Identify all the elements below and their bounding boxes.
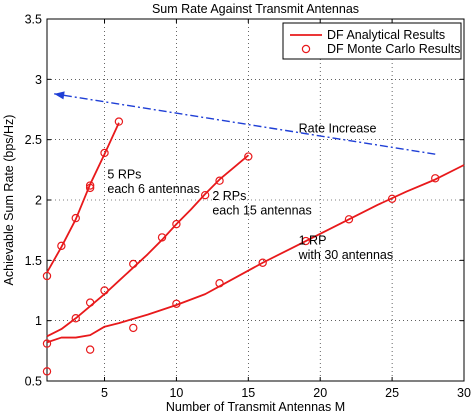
grid [47, 19, 464, 381]
chart-title: Sum Rate Against Transmit Antennas [152, 2, 359, 16]
monte-carlo-point-2-1 [85, 345, 95, 354]
annotation-4: 1 RP [299, 234, 327, 248]
x-axis-title: Number of Transmit Antennas M [166, 400, 345, 413]
analytical-line-0 [46, 122, 120, 273]
x-tick-label-0: 5 [101, 386, 108, 400]
x-tick-label-4: 25 [385, 386, 399, 400]
monte-carlo-point-0-3 [85, 183, 95, 193]
analytical-line-1 [46, 154, 249, 338]
monte-carlo-point-1-4 [129, 259, 138, 269]
x-tick-label-5: 30 [457, 386, 471, 400]
monte-carlo-point-1-8 [215, 176, 224, 185]
annotation-3: each 15 antennas [212, 203, 311, 217]
monte-carlo-point-0-1 [57, 241, 66, 251]
monte-carlo-point-0-2 [71, 213, 80, 223]
monte-carlo-point-2-7 [344, 215, 354, 224]
rate-increase-arrow-shaft [54, 93, 436, 155]
annotation-1: each 6 antennas [107, 182, 199, 196]
axis-ticks: 5 10 15 20 25 30 0.5 1 1.5 2 2.5 3 3.5 [25, 13, 471, 401]
monte-carlo-point-2-2 [129, 323, 138, 333]
x-tick-label-1: 10 [169, 386, 183, 400]
monte-carlo-point-0-0 [42, 271, 52, 281]
monte-carlo-point-1-7 [200, 190, 210, 200]
legend-entry-monte-carlo: DF Monte Carlo Results [327, 42, 460, 56]
y-tick-label-5: 3 [35, 73, 42, 87]
y-tick-label-1: 1 [35, 314, 42, 328]
annotation-5: with 30 antennas [298, 248, 394, 262]
y-tick-label-2: 1.5 [25, 254, 42, 268]
monte-carlo-point-1-1 [71, 314, 80, 323]
y-tick-label-4: 2.5 [25, 133, 42, 147]
monte-carlo-point-2-4 [215, 279, 224, 288]
rate-increase-arrow-head [54, 91, 65, 100]
monte-carlo-point-0-6 [114, 117, 124, 126]
monte-carlo-point-1-6 [172, 219, 181, 229]
legend: DF Analytical Results DF Monte Carlo Res… [282, 22, 462, 60]
series [42, 117, 465, 376]
legend-box [282, 22, 462, 60]
monte-carlo-point-1-2 [85, 298, 95, 307]
monte-carlo-point-0-4 [85, 181, 95, 190]
monte-carlo-point-1-9 [244, 152, 253, 161]
y-tick-label-6: 3.5 [25, 13, 42, 27]
monte-carlo-point-2-3 [172, 299, 181, 308]
x-tick-label-3: 20 [313, 386, 327, 400]
y-tick-label-0: 0.5 [25, 375, 42, 389]
legend-entry-analytical: DF Analytical Results [327, 28, 445, 42]
monte-carlo-point-2-9 [431, 174, 440, 183]
monte-carlo-point-2-5 [258, 258, 267, 267]
monte-carlo-point-2-6 [301, 236, 311, 246]
annotation-2: 2 RPs [212, 189, 246, 203]
y-axis-title: Achievable Sum Rate (bps/Hz) [2, 115, 16, 286]
monte-carlo-point-0-5 [100, 148, 109, 158]
monte-carlo-point-2-8 [387, 194, 397, 203]
monte-carlo-point-1-5 [157, 233, 167, 242]
annotation-6: Rate Increase [299, 121, 377, 135]
legend-circle-marker [301, 44, 311, 54]
monte-carlo-point-1-3 [100, 286, 109, 295]
monte-carlo-point-1-0 [42, 339, 52, 348]
x-tick-label-2: 15 [241, 386, 255, 400]
y-tick-label-3: 2 [35, 194, 42, 208]
annotation-0: 5 RPs [107, 167, 141, 181]
monte-carlo-point-2-0 [42, 367, 52, 376]
